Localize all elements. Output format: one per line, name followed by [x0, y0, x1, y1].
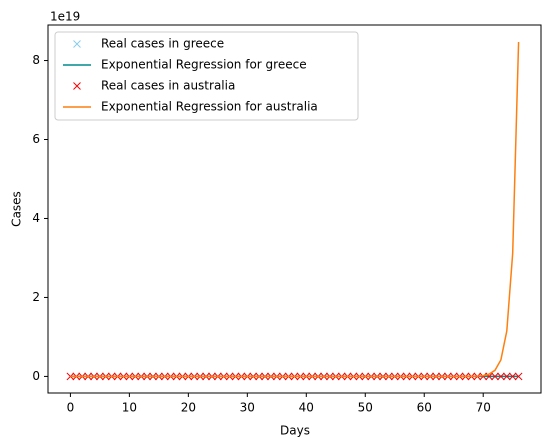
x-tick-label: 40 — [299, 401, 314, 415]
x-tick-label: 0 — [67, 401, 75, 415]
x-tick-label: 60 — [417, 401, 432, 415]
x-tick-label: 70 — [476, 401, 491, 415]
legend-label: Exponential Regression for australia — [101, 100, 318, 114]
plot-frame — [47, 24, 542, 394]
legend-label: Real cases in greece — [101, 37, 224, 51]
legend-swatch — [73, 40, 81, 48]
legend-label: Exponential Regression for greece — [101, 58, 307, 72]
legend: Real cases in greece Exponential Regressi… — [54, 31, 359, 121]
marker — [514, 372, 523, 381]
legend-box — [54, 31, 359, 121]
y-tick-label: 8 — [32, 53, 40, 67]
offset-label: 1e19 — [50, 10, 80, 24]
x-tick-label: 30 — [240, 401, 255, 415]
legend-label: Real cases in australia — [101, 79, 235, 93]
y-tick-label: 0 — [32, 369, 40, 383]
y-tick-label: 2 — [32, 290, 40, 304]
y-tick-label: 4 — [32, 211, 40, 225]
marker — [497, 372, 505, 381]
y-axis-label: Cases — [10, 191, 24, 227]
marker — [491, 372, 499, 381]
x-tick-label: 10 — [122, 401, 137, 415]
marker — [479, 372, 488, 381]
x-tick-label: 20 — [181, 401, 196, 415]
series-line — [70, 41, 520, 378]
y-tick-label: 6 — [32, 132, 40, 146]
marker — [508, 372, 517, 381]
x-axis-label: Days — [280, 424, 310, 438]
x-tick-label: 50 — [358, 401, 373, 415]
legend-swatch — [73, 82, 81, 90]
marker — [502, 372, 511, 381]
